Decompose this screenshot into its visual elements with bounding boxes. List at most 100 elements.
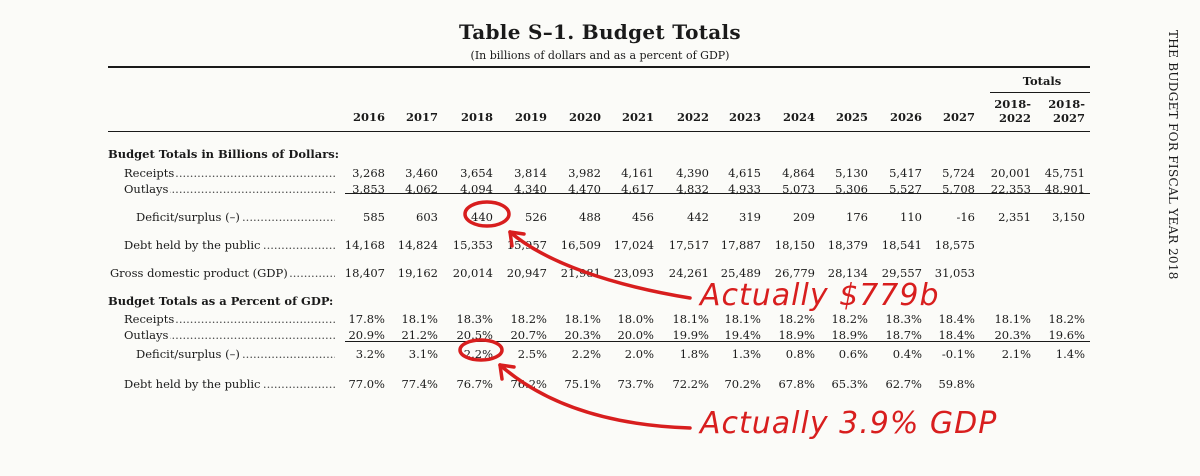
year-header: 2019 [514, 110, 547, 124]
cell-p_outlays: 18.9% [831, 328, 868, 342]
cell-gdp: 21,981 [560, 266, 601, 280]
circle-deficit-2018 [463, 200, 511, 228]
cell-deficit: 585 [363, 210, 385, 224]
row-label-p_outlays: Outlays [124, 328, 171, 342]
cell-gdp: 19,162 [397, 266, 438, 280]
cell-gdp: 26,779 [774, 266, 815, 280]
cell-p_receipts: 18.4% [938, 312, 975, 326]
cell-outlays: 3,853 [352, 182, 385, 196]
row-label-text: Debt held by the public [124, 238, 263, 252]
cell-p_deficit: 2.1% [1001, 347, 1031, 361]
cell-p_receipts: 18.1% [672, 312, 709, 326]
row-label-text: Outlays [124, 182, 171, 196]
arrow-head-2 [498, 363, 516, 381]
cell-p_deficit: 0.4% [892, 347, 922, 361]
cell-receipts: 3,460 [405, 166, 438, 180]
cell-p_outlays: 18.7% [885, 328, 922, 342]
row-label-text: Deficit/surplus (–) [136, 347, 242, 361]
dot-leader: ........................................… [124, 312, 335, 326]
cell-debt: 18,541 [881, 238, 922, 252]
row-label-text: Deficit/surplus (–) [136, 210, 242, 224]
cell-p_outlays: 18.4% [938, 328, 975, 342]
cell-p_outlays: 20.3% [994, 328, 1031, 342]
cell-debt: 14,824 [397, 238, 438, 252]
cell-p_deficit: -0.1% [941, 347, 975, 361]
row-label-text: Receipts [124, 312, 177, 326]
row-label-deficit: Deficit/surplus (–) [136, 210, 242, 224]
year-header: 2020 [568, 110, 601, 124]
cell-outlays: 4,933 [728, 182, 761, 196]
cell-p_debt: 77.4% [401, 377, 438, 391]
arrow-to-pct [498, 363, 692, 430]
year-header: 2024 [782, 110, 815, 124]
dot-leader: ........................................… [124, 166, 335, 180]
cell-p_debt: 75.1% [564, 377, 601, 391]
cell-p_receipts: 18.1% [401, 312, 438, 326]
row-label-text: Gross domestic product (GDP) [110, 266, 290, 280]
cell-gdp: 20,947 [506, 266, 547, 280]
cell-p_debt: 62.7% [885, 377, 922, 391]
cell-p_receipts: 18.1% [564, 312, 601, 326]
cell-p_outlays: 19.4% [724, 328, 761, 342]
cell-gdp: 29,557 [881, 266, 922, 280]
cell-receipts: 4,161 [621, 166, 654, 180]
cell-p_outlays: 20.7% [510, 328, 547, 342]
cell-gdp: 18,407 [344, 266, 385, 280]
cell-p_outlays: 19.9% [672, 328, 709, 342]
cell-p_debt: 73.7% [617, 377, 654, 391]
header-rule [108, 131, 1090, 132]
cell-deficit: 319 [739, 210, 761, 224]
cell-outlays: 4,617 [621, 182, 654, 196]
cell-outlays: 4,062 [405, 182, 438, 196]
dot-leader: ........................................… [124, 328, 335, 342]
annotation-actually-779b: Actually $779b [698, 278, 940, 313]
year-header: 2018 [460, 110, 493, 124]
cell-p_outlays: 19.6% [1048, 328, 1085, 342]
cell-receipts: 4,615 [728, 166, 761, 180]
cell-outlays: 4,094 [460, 182, 493, 196]
cell-debt: 15,353 [452, 238, 493, 252]
cell-p_receipts: 18.2% [1048, 312, 1085, 326]
cell-debt: 14,168 [344, 238, 385, 252]
cell-receipts: 3,268 [352, 166, 385, 180]
cell-p_deficit: 3.2% [355, 347, 385, 361]
cell-deficit: 209 [793, 210, 815, 224]
cell-debt: 17,887 [720, 238, 761, 252]
cell-receipts: 5,417 [889, 166, 922, 180]
cell-deficit: 176 [846, 210, 868, 224]
cell-outlays: 48,901 [1044, 182, 1085, 196]
year-header: 2025 [835, 110, 868, 124]
cell-outlays: 4,832 [676, 182, 709, 196]
cell-gdp: 23,093 [613, 266, 654, 280]
cell-gdp: 25,489 [720, 266, 761, 280]
cell-p_outlays: 20.0% [617, 328, 654, 342]
cell-p_debt: 67.8% [778, 377, 815, 391]
row-label-p_deficit: Deficit/surplus (–) [136, 347, 242, 361]
cell-deficit: 456 [632, 210, 654, 224]
cell-p_outlays: 20.9% [348, 328, 385, 342]
cell-p_outlays: 18.9% [778, 328, 815, 342]
cell-receipts: 3,814 [514, 166, 547, 180]
cell-outlays: 5,306 [835, 182, 868, 196]
cell-deficit: 442 [687, 210, 709, 224]
cell-p_receipts: 18.3% [885, 312, 922, 326]
table-title: Table S–1. Budget Totals [458, 20, 741, 44]
cell-p_deficit: 2.0% [624, 347, 654, 361]
table-subtitle: (In billions of dollars and as a percent… [470, 49, 730, 62]
cell-deficit: -16 [956, 210, 975, 224]
cell-p_debt: 65.3% [831, 377, 868, 391]
cell-outlays: 22,353 [990, 182, 1031, 196]
totals-header: Totals [1022, 74, 1062, 88]
cell-receipts: 4,864 [782, 166, 815, 180]
cell-receipts: 5,724 [942, 166, 975, 180]
row-label-outlays: Outlays [124, 182, 171, 196]
cell-outlays: 4,470 [568, 182, 601, 196]
circle-deficit-pct-2018 [458, 338, 504, 362]
cell-gdp: 28,134 [827, 266, 868, 280]
year-header: 2026 [889, 110, 922, 124]
row-label-text: Debt held by the public [124, 377, 263, 391]
year-header: 2017 [405, 110, 438, 124]
cell-receipts: 20,001 [990, 166, 1031, 180]
cell-p_outlays: 21.2% [401, 328, 438, 342]
row-label-receipts: Receipts [124, 166, 177, 180]
